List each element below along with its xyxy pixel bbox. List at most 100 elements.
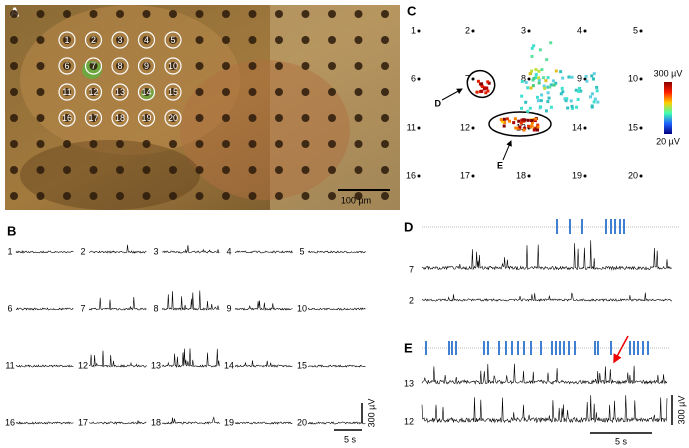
event-dot — [560, 86, 564, 90]
grid-dot — [169, 88, 177, 96]
grid-dot — [248, 192, 257, 200]
event-dot — [499, 118, 503, 122]
event-dot — [484, 91, 488, 95]
grid-dot — [89, 140, 98, 148]
trace-label: 8 — [153, 303, 158, 313]
event-dot — [540, 68, 544, 72]
event-dot — [554, 81, 558, 85]
event-dot — [520, 118, 524, 122]
trace-label: 12 — [404, 416, 414, 426]
trace-label: 14 — [224, 360, 234, 370]
grid-dot — [10, 166, 18, 174]
event-dot — [528, 72, 532, 76]
grid-dot — [142, 36, 151, 44]
trace — [89, 244, 147, 254]
grid-dot — [36, 36, 45, 44]
grid-dot — [301, 10, 310, 18]
electrode — [164, 57, 182, 75]
trace-label: 4 — [226, 246, 231, 256]
electrode-dot — [639, 77, 643, 81]
electrode-label: 18 — [115, 113, 125, 123]
electrode-dot — [417, 77, 421, 81]
electrode — [84, 109, 103, 127]
cluster-outline — [488, 111, 552, 137]
scale-label: 5 s — [344, 434, 357, 444]
event-dot — [520, 94, 524, 98]
grid-dot — [354, 62, 363, 70]
event-dot — [540, 93, 544, 97]
event-dot — [542, 84, 546, 88]
event-dot — [502, 124, 506, 128]
grid-dot — [36, 140, 45, 148]
trace — [15, 250, 74, 254]
electrode-label: 16 — [62, 113, 72, 123]
grid-dot — [89, 166, 98, 174]
electrode-label: 10 — [168, 61, 178, 71]
event-dot — [539, 99, 543, 103]
electrode-label: 11 — [407, 122, 416, 132]
electrode-label: 7 — [465, 73, 470, 83]
electrode-dot — [417, 29, 421, 33]
event-dot — [596, 100, 600, 104]
grid-dot — [63, 36, 71, 44]
event-dot — [513, 117, 517, 121]
electrode-label: 18 — [516, 170, 526, 180]
event-dot — [585, 79, 589, 83]
event-dot — [548, 85, 552, 89]
event-dot — [549, 41, 553, 45]
event-dot — [534, 127, 538, 131]
trace — [421, 240, 673, 271]
event-dot — [502, 117, 506, 121]
event-dot — [486, 89, 490, 93]
grid-dot — [195, 62, 204, 70]
grid-dot — [116, 10, 124, 18]
grid-dot — [301, 166, 310, 174]
grid-dot — [354, 88, 363, 96]
grid-dot — [328, 140, 336, 148]
grid-dot — [354, 166, 363, 174]
grid-dot — [89, 192, 98, 200]
trace-label: 12 — [78, 360, 88, 370]
grid-dot — [63, 140, 71, 148]
grid-dot — [354, 36, 363, 44]
event-dot — [584, 74, 588, 78]
electrode-label: 1 — [411, 25, 416, 35]
event-dot — [523, 118, 527, 122]
event-dot — [518, 125, 522, 129]
event-dot — [523, 126, 527, 130]
event-dot — [570, 75, 574, 79]
event-dot — [549, 83, 553, 87]
grid-dot — [169, 140, 177, 148]
event-dot — [532, 77, 536, 81]
electrode-label: 9 — [577, 73, 582, 83]
electrode-dot — [471, 174, 475, 178]
grid-dot — [36, 192, 45, 200]
event-dot — [519, 121, 523, 125]
event-dot — [508, 119, 512, 123]
trace — [307, 421, 366, 425]
scale-label: 5 s — [615, 436, 628, 446]
grid-dot — [10, 192, 18, 200]
grid-dot — [116, 36, 124, 44]
grid-dot — [36, 10, 45, 18]
trace-label: 6 — [7, 303, 12, 313]
grid-dot — [63, 114, 71, 122]
grid-dot — [36, 114, 45, 122]
grid-dot — [248, 62, 257, 70]
trace-label: 19 — [224, 417, 234, 427]
event-dot — [536, 76, 540, 80]
grid-dot — [275, 62, 283, 70]
grid-dot — [63, 88, 71, 96]
electrode-label: 4 — [577, 25, 582, 35]
event-dot — [595, 85, 599, 89]
panel-label: E — [404, 340, 413, 355]
event-dot — [561, 76, 565, 80]
grid-dot — [381, 140, 389, 148]
cluster-outline — [466, 69, 496, 99]
event-dot — [569, 99, 573, 103]
grid-dot — [248, 140, 257, 148]
event-dot — [537, 81, 541, 85]
event-dot — [545, 58, 549, 62]
electrode-label: 12 — [460, 122, 470, 132]
tissue — [180, 60, 350, 200]
